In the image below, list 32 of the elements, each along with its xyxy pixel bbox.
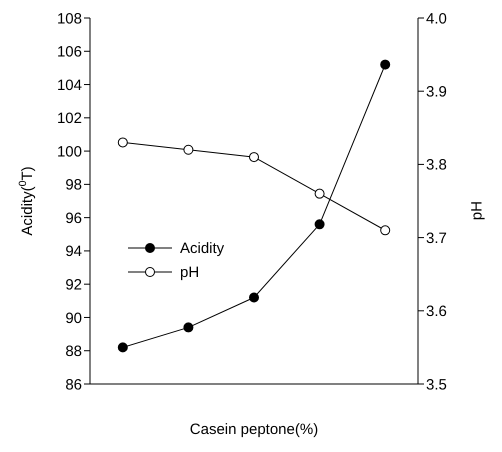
point <box>183 322 194 332</box>
y2-tick-label: 3.5 <box>426 376 447 394</box>
y-tick-label: 108 <box>56 10 82 28</box>
y2-tick-label: 4.0 <box>426 10 447 28</box>
y-tick-label: 88 <box>65 343 82 360</box>
y-tick-label: 104 <box>56 76 82 94</box>
point <box>314 188 325 199</box>
y-tick-label: 106 <box>56 44 82 61</box>
y2-tick-label: 3.9 <box>426 84 447 101</box>
y2-axis-title: pH <box>468 201 486 220</box>
y-tick-label: 98 <box>65 176 82 194</box>
point <box>118 342 128 352</box>
point <box>380 225 390 236</box>
point <box>249 152 259 162</box>
legend-label: pH <box>180 264 200 280</box>
x-axis-title: Casein peptone(%) <box>190 421 318 438</box>
y-tick-label: 92 <box>65 276 82 294</box>
point <box>380 60 390 70</box>
y-tick-label: 96 <box>65 210 82 227</box>
point <box>118 137 128 148</box>
point <box>249 292 259 302</box>
point <box>183 144 194 155</box>
y-tick-label: 94 <box>65 243 82 260</box>
y-tick-label: 102 <box>56 110 82 128</box>
y-tick-label: 86 <box>65 376 82 394</box>
y2-tick-label: 3.8 <box>426 156 447 174</box>
y-tick-label: 90 <box>65 310 82 327</box>
y-tick-label: 100 <box>56 143 82 160</box>
point <box>314 219 325 230</box>
y2-tick-label: 3.6 <box>426 303 447 320</box>
legend-label: Acidity <box>180 240 224 256</box>
y2-tick-label: 3.7 <box>426 230 447 247</box>
